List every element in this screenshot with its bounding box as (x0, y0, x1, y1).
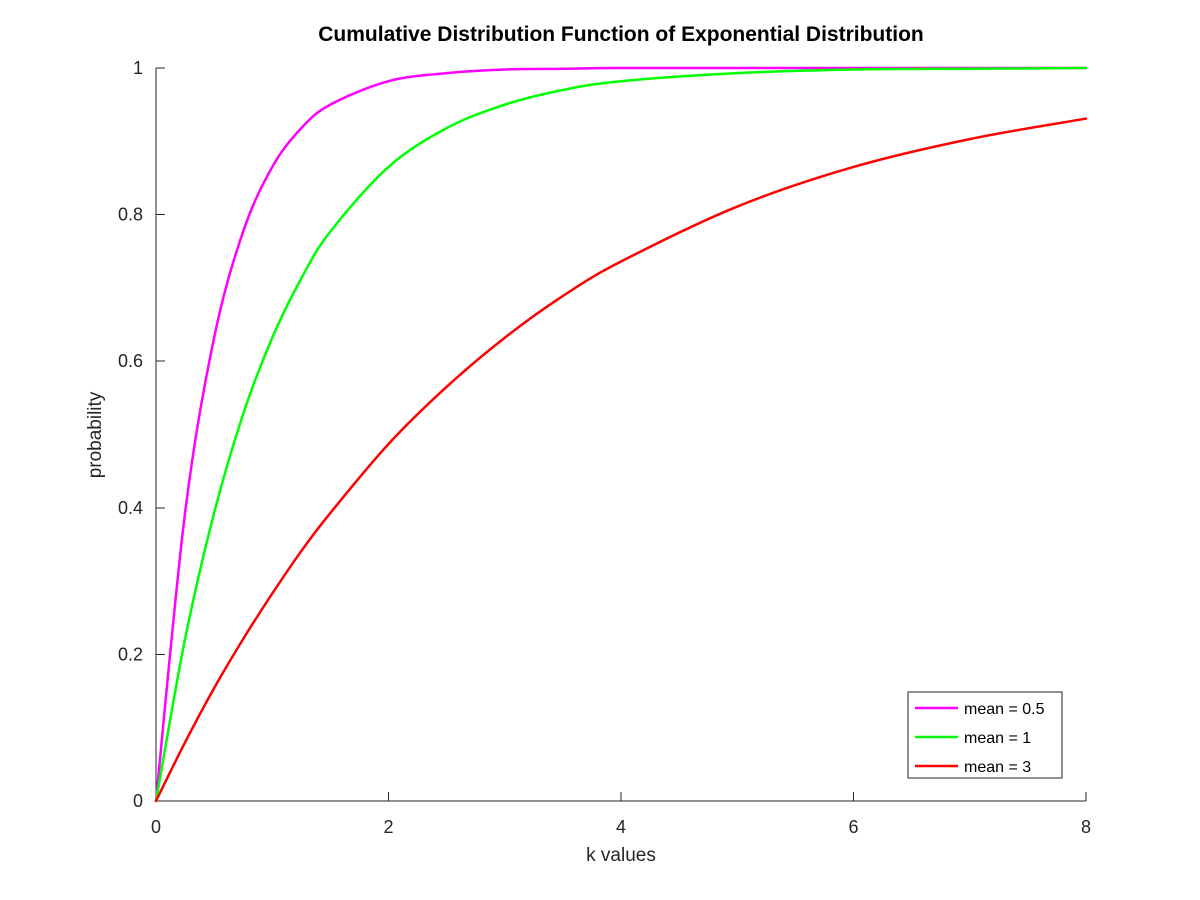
legend-box (907, 691, 1063, 779)
legend-label: mean = 0.5 (964, 701, 1045, 718)
y-tick-label: 0 (133, 791, 143, 811)
y-tick-label: 0.8 (118, 205, 143, 225)
legend-label: mean = 3 (964, 759, 1031, 776)
y-tick-label: 1 (133, 58, 143, 78)
x-tick-label: 6 (848, 817, 858, 837)
chart-title: Cumulative Distribution Function of Expo… (318, 23, 923, 46)
series-line-1 (154, 66, 1088, 803)
series-layer (154, 66, 1088, 803)
x-tick-label: 0 (151, 817, 161, 837)
legend-label: mean = 1 (964, 730, 1031, 747)
x-axis-label: k values (586, 845, 656, 866)
series-line-2 (154, 66, 1088, 803)
y-tick-label: 0.2 (118, 644, 143, 664)
series-line-3 (154, 117, 1088, 803)
legend-entries: mean = 0.5 mean = 1 mean = 3 (915, 701, 1045, 776)
x-tick-label: 4 (616, 817, 626, 837)
y-tick-label: 0.6 (118, 351, 143, 371)
x-tick-label: 8 (1081, 817, 1091, 837)
y-tick-label: 0.4 (118, 498, 143, 518)
y-axis-label: probability (85, 391, 106, 478)
y-axis-ticks: 0 0.2 0.4 0.6 0.8 1 (118, 58, 165, 811)
legend: mean = 0.5 mean = 1 mean = 3 (907, 691, 1063, 779)
x-tick-label: 2 (383, 817, 393, 837)
